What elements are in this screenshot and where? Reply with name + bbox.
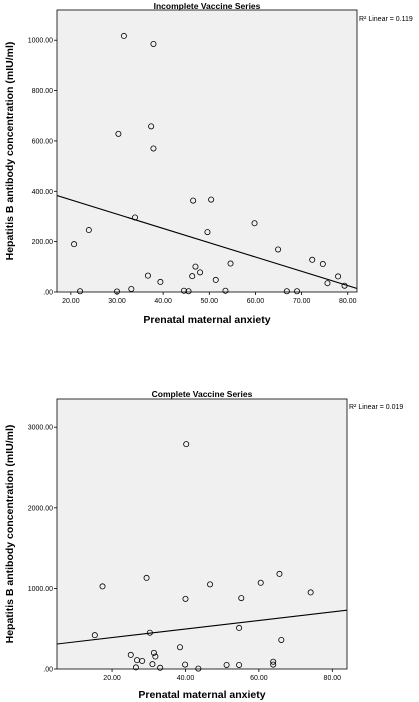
chart-1-data-point [309,256,316,263]
chart-2-data-point [127,651,134,658]
chart-2-data-point [276,570,283,577]
chart-2-y-axis-label: Hepatitis B antibody concentration (mIU/… [4,425,16,644]
chart-1-data-point [222,287,229,294]
chart-2-data-point [238,595,245,602]
chart-1-plot-area [56,9,358,293]
chart-2-data-point [143,574,150,581]
chart-1-data-point [208,196,215,203]
chart-1-data-point [189,273,196,280]
chart-1-data-point [319,261,326,268]
chart-2-r2-label: R² Linear = 0.019 [349,404,403,411]
chart-1-x-tick-label: 70.00 [293,298,311,305]
chart-1-data-point [114,288,121,295]
chart-2-data-point [152,653,159,660]
chart-1-data-point [283,288,290,295]
chart-2-data-point [150,649,157,656]
chart-1-data-point [204,229,211,236]
chart-1-data-point [192,263,199,270]
chart-1-data-point [128,285,135,292]
chart-2-x-tick-label: 40.00 [177,675,195,682]
chart-1-data-point [335,273,342,280]
chart-2-data-point [182,661,189,668]
chart-2-data-point [183,441,190,448]
chart-2-fit-line [57,609,347,645]
chart-1-data-point [71,241,78,248]
chart-2-x-tick-label: 20.00 [103,675,121,682]
chart-1-fit-line [57,195,357,290]
chart-2-y-tick-label: 1000.00 [28,586,53,593]
chart-2-data-point [270,658,277,665]
chart-2-y-tick-label: 3000.00 [28,425,53,432]
chart-1-y-tick-label: 1000.00 [28,38,53,45]
chart-1-data-point [324,280,331,287]
chart-2-x-tick-label: 60.00 [250,675,268,682]
chart-2-data-point [157,664,164,671]
chart-2-data-point [176,644,183,651]
chart-1-data-point [148,123,155,130]
chart-1-data-point [251,220,258,227]
chart-1-x-axis-label: Prenatal maternal anxiety [143,314,270,326]
chart-1-data-point [180,287,187,294]
chart-1-y-axis-label: Hepatitis B antibody concentration (mIU/… [4,42,16,261]
chart-1-y-tick-label: 200.00 [32,239,54,246]
chart-1-data-point [190,197,197,204]
chart-1-data-point [150,40,157,47]
chart-1-data-point [185,288,192,295]
chart-1-y-tick-label: 400.00 [32,189,54,196]
chart-2-data-point [307,589,314,596]
chart-2-data-point [223,661,230,668]
chart-1-data-point [197,269,204,276]
chart-2-data-point [270,661,277,668]
chart-1-r2-label: R² Linear = 0.119 [359,16,413,23]
chart-1-data-point [157,278,164,285]
chart-2-plot-area [56,398,348,670]
chart-2-x-axis-label: Prenatal maternal anxiety [138,689,265,701]
chart-1-data-point [227,260,234,267]
chart-2-data-point [236,661,243,668]
chart-2-data-point [257,579,264,586]
chart-1-x-tick-label: 20.00 [62,298,80,305]
chart-2-data-point [139,657,146,664]
chart-1-y-tick-label: 600.00 [32,138,54,145]
chart-1-data-point [275,246,282,253]
chart-1-y-tick-label: .00 [43,290,53,297]
chart-1-title: Incomplete Vaccine Series [154,1,261,11]
chart-1-data-point [212,276,219,283]
chart-2-data-point [278,636,285,643]
chart-1-x-tick-label: 60.00 [247,298,265,305]
chart-1-data-point [120,32,127,39]
chart-2-data-point [236,624,243,631]
chart-2-data-point [91,632,98,639]
chart-2-data-point [99,583,106,590]
chart-2-data-point [182,595,189,602]
chart-2-x-tick-label: 80.00 [324,675,342,682]
chart-2-y-tick-label: 2000.00 [28,505,53,512]
chart-1-data-point [115,130,122,137]
chart-1-y-tick-label: 800.00 [32,88,54,95]
chart-2-data-point [149,661,156,668]
chart-2-data-point [132,664,139,671]
chart-1-x-tick-label: 50.00 [201,298,219,305]
chart-1-x-tick-label: 40.00 [154,298,172,305]
chart-1-data-point [144,272,151,279]
chart-1-x-tick-label: 30.00 [108,298,126,305]
chart-1-data-point [77,288,84,295]
chart-1-x-tick-label: 80.00 [339,298,357,305]
chart-1-data-point [85,227,92,234]
chart-2-data-point [195,665,202,672]
chart-2-title: Complete Vaccine Series [152,389,253,399]
chart-1-data-point [293,288,300,295]
chart-2-y-tick-label: .00 [43,667,53,674]
chart-2-data-point [207,581,214,588]
chart-1-data-point [150,145,157,152]
